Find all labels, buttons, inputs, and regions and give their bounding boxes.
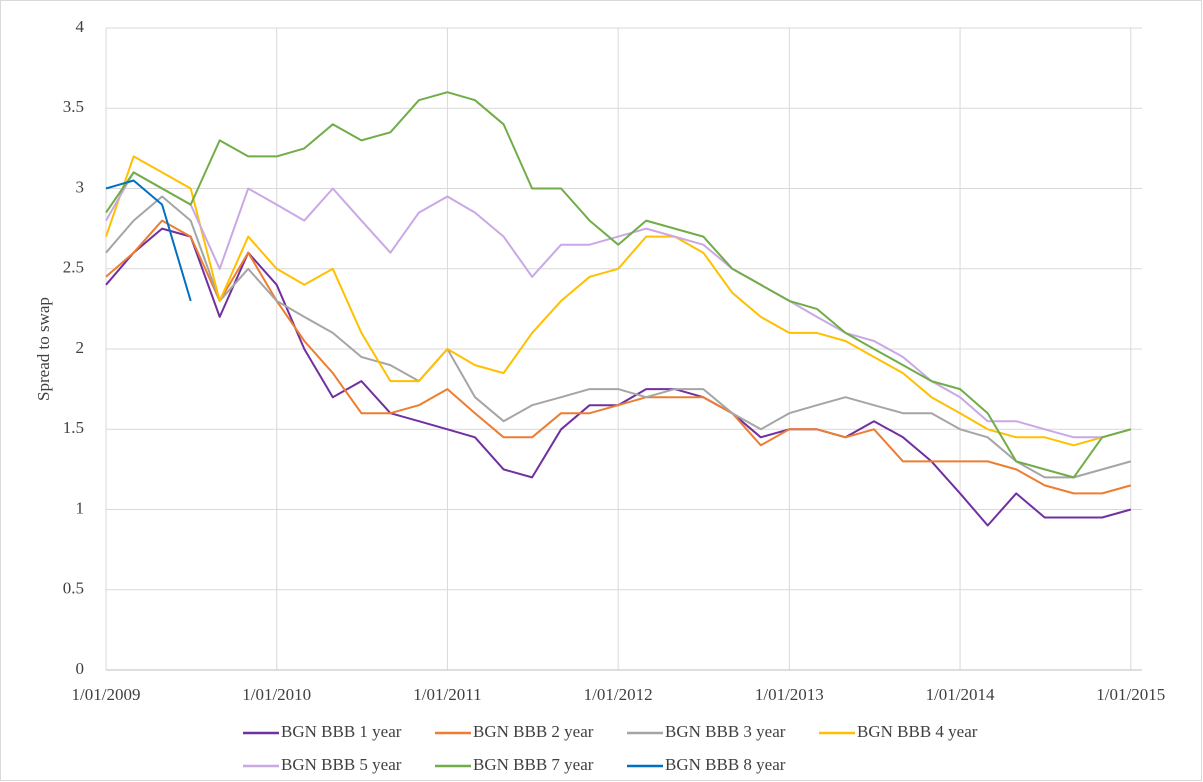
legend-label: BGN BBB 2 year	[473, 722, 594, 741]
y-tick-label: 2.5	[63, 258, 84, 277]
x-tick-label: 1/01/2015	[1096, 685, 1165, 704]
series-line	[105, 91, 1132, 479]
x-tick-label: 1/01/2013	[755, 685, 824, 704]
x-tick-label: 1/01/2011	[413, 685, 481, 704]
x-tick-label: 1/01/2012	[584, 685, 653, 704]
y-tick-label: 1	[76, 498, 85, 517]
series-line	[105, 179, 192, 302]
y-tick-label: 4	[76, 17, 85, 36]
series-line	[105, 155, 1132, 447]
y-tick-label: 0	[76, 659, 85, 678]
legend-label: BGN BBB 4 year	[857, 722, 978, 741]
y-tick-label: 3	[76, 177, 85, 196]
x-tick-label: 1/01/2014	[926, 685, 995, 704]
legend-label: BGN BBB 8 year	[665, 755, 786, 774]
legend-label: BGN BBB 5 year	[281, 755, 402, 774]
legend-label: BGN BBB 7 year	[473, 755, 594, 774]
y-tick-label: 0.5	[63, 579, 84, 598]
x-tick-label: 1/01/2009	[72, 685, 141, 704]
y-axis-label: Spread to swap	[34, 297, 53, 401]
series-line	[105, 195, 1132, 479]
legend-label: BGN BBB 3 year	[665, 722, 786, 741]
series-line	[105, 171, 1132, 439]
legend-label: BGN BBB 1 year	[281, 722, 402, 741]
y-tick-label: 3.5	[63, 97, 84, 116]
y-tick-label: 2	[76, 338, 85, 357]
x-tick-label: 1/01/2010	[242, 685, 311, 704]
y-tick-label: 1.5	[63, 418, 84, 437]
